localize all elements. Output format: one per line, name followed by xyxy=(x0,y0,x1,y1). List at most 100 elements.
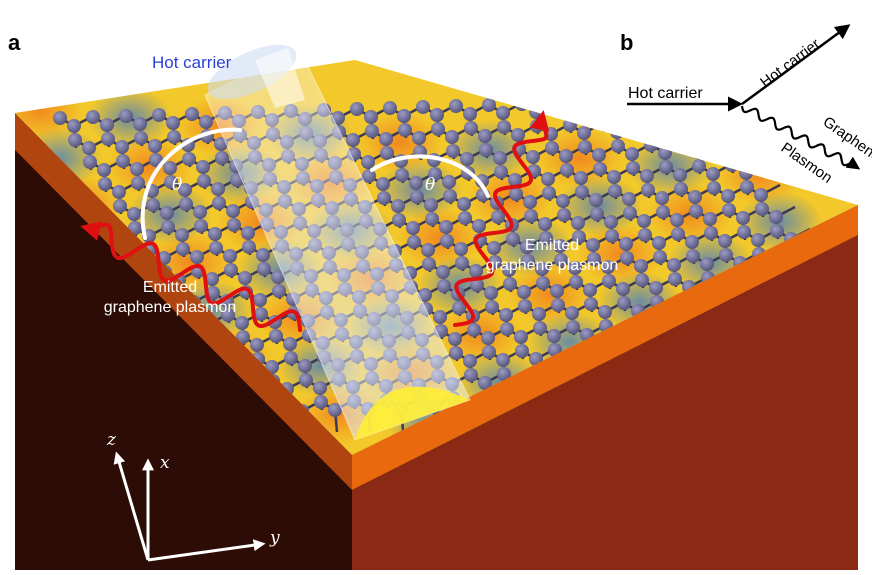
plasmon-wave-right xyxy=(453,110,550,327)
lattice-atom xyxy=(532,307,546,321)
lattice-atom xyxy=(704,226,718,240)
lattice-atom xyxy=(673,168,687,182)
lattice-atom xyxy=(535,262,549,276)
lattice-atom xyxy=(361,155,375,169)
lattice-atom xyxy=(508,173,522,187)
lattice-atom xyxy=(482,98,496,112)
lattice-bond xyxy=(601,98,622,112)
lattice-atom xyxy=(176,242,190,256)
lattice-atom xyxy=(856,387,858,401)
lattice-atom xyxy=(379,132,393,146)
lattice-atom xyxy=(503,277,517,291)
lattice-atom xyxy=(511,128,525,142)
lattice-atom xyxy=(442,175,456,189)
lattice-atom xyxy=(467,323,481,337)
lattice-atom xyxy=(236,330,250,344)
lattice-atom xyxy=(637,214,651,228)
lattice-atom xyxy=(551,298,565,312)
lattice-atom xyxy=(487,241,501,255)
lattice-atom xyxy=(406,221,420,235)
lattice-atom xyxy=(226,204,240,218)
lattice-bond xyxy=(682,118,703,132)
lattice-atom xyxy=(497,367,511,381)
lattice-atom xyxy=(740,180,754,194)
lattice-atom xyxy=(199,115,213,129)
graphene-label-b: Graphene xyxy=(820,113,872,165)
hot-carrier-out-label: Hot carrier xyxy=(757,35,823,91)
lattice-atom xyxy=(634,259,648,273)
lattice-atom xyxy=(659,160,673,174)
lattice-atom xyxy=(115,140,129,154)
lattice-atom xyxy=(205,272,219,286)
lattice-atom xyxy=(424,198,438,212)
lattice-atom xyxy=(257,262,271,276)
plasmon-wave-b xyxy=(740,105,861,170)
lattice-atom xyxy=(178,183,192,197)
lattice-atom xyxy=(412,131,426,145)
lattice-atom xyxy=(584,297,598,311)
lattice-atom xyxy=(754,188,768,202)
lattice-atom xyxy=(253,293,267,307)
lattice-atom xyxy=(556,194,570,208)
lattice-atom xyxy=(515,97,529,111)
lattice-atom xyxy=(448,332,462,346)
coordinate-axes xyxy=(113,451,266,562)
lattice-atom xyxy=(502,263,516,277)
plasmon-label-b: Plasmon xyxy=(778,139,836,186)
lattice-bond xyxy=(635,121,651,133)
lattice-atom xyxy=(710,136,724,150)
lattice-atom xyxy=(100,118,114,132)
lattice-atom xyxy=(709,122,723,136)
lattice-atom xyxy=(559,149,573,163)
axis-y-label: y xyxy=(269,528,280,548)
lattice-atom xyxy=(196,160,210,174)
lattice-atom xyxy=(119,109,133,123)
lattice-bond xyxy=(863,384,872,394)
lattice-atom xyxy=(506,232,520,246)
lattice-atom xyxy=(751,233,765,247)
lattice-atom xyxy=(131,176,145,190)
lattice-atom xyxy=(407,235,421,249)
lattice-atom xyxy=(452,301,466,315)
lattice-atom xyxy=(497,120,511,134)
lattice-atom xyxy=(83,155,97,169)
lattice-bond xyxy=(714,128,720,152)
lattice-atom xyxy=(482,345,496,359)
lattice-atom xyxy=(569,275,583,289)
lattice-atom xyxy=(521,254,535,268)
lattice-atom xyxy=(409,176,423,190)
lattice-atom xyxy=(541,172,555,186)
lattice-atom xyxy=(860,356,872,370)
lattice-atom xyxy=(484,286,498,300)
lattice-atom xyxy=(542,186,556,200)
lattice-atom xyxy=(737,225,751,239)
lattice-atom xyxy=(134,131,148,145)
lattice-atom xyxy=(623,206,637,220)
lattice-atom xyxy=(446,144,460,158)
lattice-atom xyxy=(574,171,588,185)
lattice-atom xyxy=(443,189,457,203)
lattice-atom xyxy=(721,189,735,203)
lattice-bond xyxy=(730,139,751,153)
lattice-atom xyxy=(601,260,615,274)
lattice-atom xyxy=(250,338,264,352)
lattice-atom xyxy=(185,107,199,121)
lattice-atom xyxy=(572,230,586,244)
lattice-atom xyxy=(449,99,463,113)
lattice-atom xyxy=(127,207,141,221)
lattice-atom xyxy=(68,133,82,147)
lattice-atom xyxy=(182,152,196,166)
lattice-atom xyxy=(590,207,604,221)
lattice-atom xyxy=(449,346,463,360)
outgoing-carrier-arrow xyxy=(741,24,851,106)
lattice-atom xyxy=(175,228,189,242)
lattice-atom xyxy=(454,242,468,256)
lattice-atom xyxy=(691,145,705,159)
lattice-atom xyxy=(146,198,160,212)
lattice-atom xyxy=(554,253,568,267)
lattice-bond xyxy=(745,161,766,175)
lattice-atom xyxy=(644,138,658,152)
lattice-atom xyxy=(433,310,447,324)
lattice-bond xyxy=(683,142,699,154)
lattice-atom xyxy=(53,111,67,125)
